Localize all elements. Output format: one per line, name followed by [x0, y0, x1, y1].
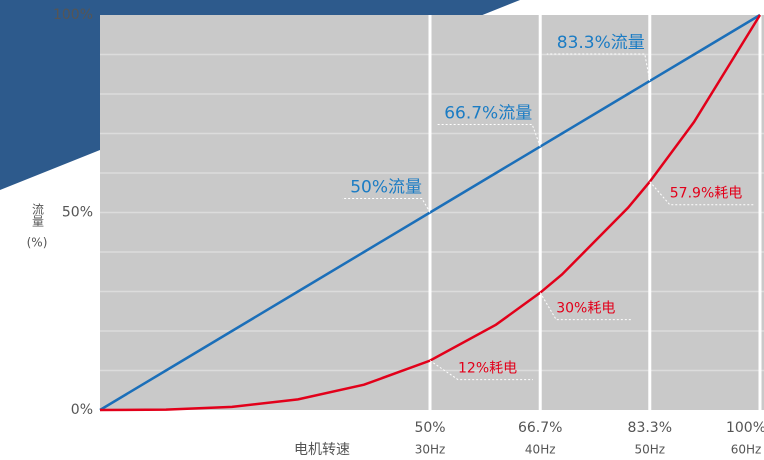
- annotation-label: 66.7%流量: [444, 104, 532, 124]
- x-tick-sublabel: 60Hz: [731, 443, 762, 457]
- annotation-label: 83.3%流量: [557, 33, 645, 53]
- x-tick-label: 66.7%: [518, 420, 562, 436]
- x-tick-label: 83.3%: [628, 420, 672, 436]
- y-tick-label: 100%: [53, 7, 93, 23]
- y-axis-unit: (%): [27, 236, 48, 250]
- x-tick-sublabel: 30Hz: [415, 443, 446, 457]
- x-tick-sublabel: 50Hz: [634, 443, 665, 457]
- annotation-leader: [546, 53, 651, 82]
- x-tick-label: 100%: [726, 420, 764, 436]
- x-axis-label: 电机转速: [294, 442, 350, 458]
- annotation-label: 12%耗电: [458, 361, 517, 377]
- x-tick-sublabel: 40Hz: [525, 443, 556, 457]
- annotation-label: 50%流量: [350, 178, 422, 198]
- y-axis-label: 流量: [31, 203, 45, 227]
- annotation-leader: [429, 360, 533, 381]
- annotation-leader: [539, 292, 632, 321]
- annotation-leader: [342, 198, 431, 213]
- y-tick-label: 0%: [71, 402, 93, 418]
- annotation-label: 57.9%耗电: [670, 186, 742, 202]
- y-tick-label: 50%: [62, 205, 93, 221]
- x-tick-label: 50%: [414, 420, 445, 436]
- annotation-label: 30%耗电: [556, 301, 615, 317]
